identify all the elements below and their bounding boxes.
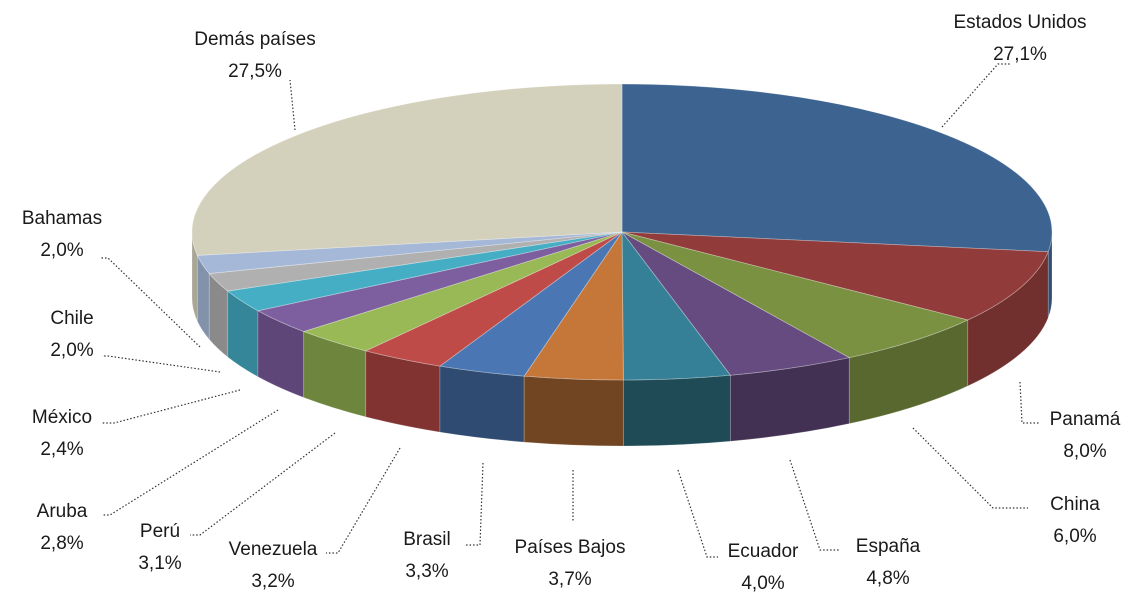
pct-aruba: 2,8% — [40, 533, 83, 554]
slice-mexico — [226, 231, 623, 312]
leader-line-ecuador — [677, 469, 718, 558]
slice-estados-unidos — [621, 83, 1053, 253]
pct-venezuela: 3,2% — [251, 571, 294, 592]
leader-line-aruba — [102, 409, 279, 516]
pct-brasil: 3,3% — [405, 561, 448, 582]
leader-line-china — [912, 427, 1028, 509]
label-demas-paises: Demás países — [194, 29, 315, 50]
label-paises-bajos: Países Bajos — [515, 537, 626, 558]
pct-bahamas: 2,0% — [40, 240, 83, 261]
slice-bahamas — [196, 231, 623, 274]
pct-estados-unidos: 27,1% — [993, 44, 1047, 65]
leader-lines — [100, 63, 1040, 558]
leader-line-venezuela — [326, 447, 401, 554]
label-bahamas: Bahamas — [22, 208, 102, 229]
leader-line-demas-paises — [289, 79, 296, 131]
slice-demas-paises — [191, 83, 623, 256]
pct-chile: 2,0% — [50, 340, 93, 361]
pct-demas-paises: 27,5% — [228, 61, 282, 82]
leader-line-mexico — [102, 389, 241, 424]
label-aruba: Aruba — [37, 501, 88, 522]
slice-china — [621, 231, 969, 359]
leader-line-estados-unidos — [941, 63, 1010, 128]
slice-side-brasil — [439, 365, 525, 443]
slice-ecuador — [621, 230, 732, 381]
label-chile: Chile — [50, 308, 93, 329]
label-peru: Perú — [140, 521, 180, 542]
pct-paises-bajos: 3,7% — [548, 569, 591, 590]
label-mexico: México — [32, 407, 92, 428]
leader-line-brasil — [464, 462, 484, 546]
slice-espana — [621, 231, 851, 376]
slice-venezuela — [364, 231, 623, 367]
pct-peru: 3,1% — [138, 553, 181, 574]
slice-side-paises-bajos — [523, 375, 624, 447]
slice-aruba — [256, 231, 623, 332]
label-brasil: Brasil — [403, 529, 451, 550]
slice-brasil — [438, 231, 623, 377]
pie-tops — [191, 83, 1053, 381]
pct-espana: 4,8% — [866, 568, 909, 589]
leader-line-chile — [102, 355, 221, 373]
label-panama: Panamá — [1050, 409, 1121, 430]
pct-ecuador: 4,0% — [741, 573, 784, 594]
pct-panama: 8,0% — [1063, 441, 1106, 462]
label-venezuela: Venezuela — [229, 539, 318, 560]
pie-sides — [191, 231, 1053, 447]
pct-china: 6,0% — [1053, 526, 1096, 547]
label-china: China — [1050, 494, 1100, 515]
slice-chile — [208, 231, 623, 292]
leader-line-espana — [789, 459, 840, 551]
leader-line-panama — [1019, 381, 1040, 424]
slice-paises-bajos — [523, 230, 624, 381]
label-estados-unidos: Estados Unidos — [953, 12, 1086, 33]
slice-panama — [621, 231, 1049, 321]
label-espana: España — [856, 536, 921, 557]
slice-peru — [302, 231, 623, 352]
leader-line-bahamas — [100, 257, 201, 348]
slice-side-ecuador — [622, 374, 731, 447]
pct-mexico: 2,4% — [40, 439, 83, 460]
slice-labels: Estados Unidos 27,1% Panamá 8,0% China 6,0% Es… — [22, 12, 1121, 594]
label-ecuador: Ecuador — [728, 541, 799, 562]
leader-line-peru — [190, 432, 336, 536]
